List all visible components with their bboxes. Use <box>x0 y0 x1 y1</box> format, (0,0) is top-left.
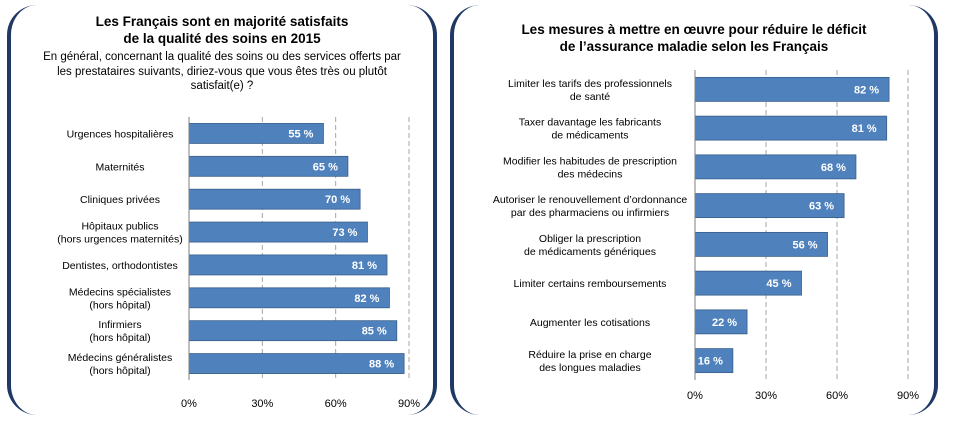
left-data-label: 81 % <box>352 260 377 272</box>
left-tick-label: 30% <box>251 398 273 410</box>
right-bar <box>694 348 734 374</box>
right-category-label: Limiter les tarifs des professionnels <box>508 78 672 90</box>
right-bar <box>694 193 845 219</box>
right-tick-label: 0% <box>687 390 703 402</box>
right-category-label: Obliger la prescription <box>539 233 641 245</box>
left-category-label: Dentistes, orthodontistes <box>62 260 178 272</box>
right-tick-label: 30% <box>755 390 777 402</box>
left-tick-label: 90% <box>398 398 420 410</box>
right-bar <box>694 270 802 296</box>
right-category-label: Modifier les habitudes de prescription <box>503 155 677 167</box>
left-category-label: Médecins généralistes <box>68 352 172 364</box>
left-title-line2: de la qualité des soins en 2015 <box>123 31 321 46</box>
left-category-label: (hors hôpital) <box>89 332 150 344</box>
left-category-label: Cliniques privées <box>80 194 160 206</box>
left-subtitle-line3: satisfait(e) ? <box>190 80 254 92</box>
left-data-label: 65 % <box>313 161 338 173</box>
right-title-line2: de l’assurance maladie selon les Françai… <box>559 39 829 54</box>
left-chart-question: En général, concernant la qualité des so… <box>25 50 419 94</box>
left-data-label: 85 % <box>362 326 387 338</box>
right-data-label: 45 % <box>766 278 791 290</box>
right-category-label: de santé <box>570 91 610 103</box>
right-bar <box>694 154 857 180</box>
right-data-label: 56 % <box>792 239 817 251</box>
left-category-label: Urgences hospitalières <box>67 128 174 140</box>
left-data-label: 82 % <box>354 293 379 305</box>
left-category-label: (hors hôpital) <box>89 365 150 377</box>
left-category-label: Médecins spécialistes <box>69 286 171 298</box>
right-category-label: Limiter certains remboursements <box>514 278 667 290</box>
right-chart-title: Les mesures à mettre en œuvre pour rédui… <box>454 21 934 55</box>
right-data-label: 16 % <box>698 356 723 368</box>
right-data-label: 68 % <box>821 162 846 174</box>
left-chart-title: Les Français sont en majorité satisfaits… <box>11 13 433 47</box>
left-title-line1: Les Français sont en majorité satisfaits <box>95 14 349 29</box>
right-data-label: 82 % <box>854 84 879 96</box>
left-data-label: 70 % <box>325 194 350 206</box>
left-tick-label: 60% <box>325 398 347 410</box>
right-title-line1: Les mesures à mettre en œuvre pour rédui… <box>521 22 867 37</box>
left-tick-label: 0% <box>181 398 197 410</box>
left-category-label: (hors hôpital) <box>89 299 150 311</box>
left-chart-panel: Les Français sont en majorité satisfaits… <box>7 5 437 415</box>
left-category-label: Infirmiers <box>98 319 141 331</box>
right-category-label: Autoriser le renouvellement d’ordonnance <box>493 194 688 206</box>
right-tick-label: 90% <box>897 390 919 402</box>
left-data-label: 88 % <box>369 359 394 371</box>
right-bar <box>694 115 888 141</box>
right-data-label: 22 % <box>712 317 737 329</box>
right-category-label: des médecins <box>558 168 623 180</box>
right-tick-label: 60% <box>826 390 848 402</box>
right-category-label: des longues maladies <box>539 362 641 374</box>
right-category-label: Réduire la prise en charge <box>528 349 651 361</box>
left-data-label: 55 % <box>288 128 313 140</box>
right-category-label: de médicaments génériques <box>524 246 656 258</box>
left-category-label: Maternités <box>95 161 144 173</box>
right-data-label: 81 % <box>852 123 877 135</box>
right-category-label: par des pharmaciens ou infirmiers <box>511 207 669 219</box>
right-category-label: de médicaments <box>551 130 628 142</box>
left-data-label: 73 % <box>332 227 357 239</box>
right-bar <box>694 309 748 335</box>
left-subtitle-line2: les prestataires suivants, diriez-vous q… <box>57 65 387 78</box>
left-subtitle-line1: En général, concernant la qualité des so… <box>43 51 401 63</box>
left-category-label: (hors urgences maternités) <box>57 234 182 246</box>
left-category-label: Hôpitaux publics <box>81 221 158 233</box>
right-data-label: 63 % <box>809 201 834 213</box>
right-bar <box>694 76 890 102</box>
right-chart-panel: Les mesures à mettre en œuvre pour rédui… <box>450 5 938 415</box>
right-category-label: Taxer davantage les fabricants <box>519 117 661 129</box>
right-category-label: Augmenter les cotisations <box>530 317 650 329</box>
